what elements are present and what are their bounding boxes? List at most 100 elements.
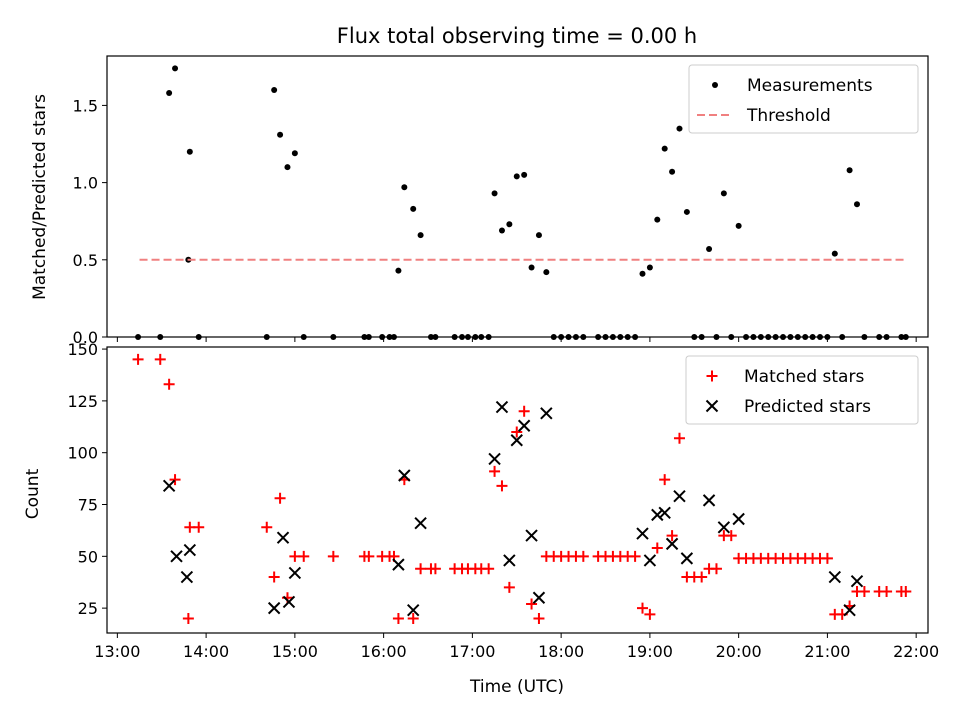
predicted-star-point	[162, 479, 176, 493]
predicted-star-point	[398, 469, 411, 482]
predicted-star-point	[732, 512, 745, 526]
matched-star-point	[268, 571, 280, 583]
measurement-point	[291, 150, 298, 157]
predicted-star-point	[276, 531, 290, 544]
matched-star-point	[132, 353, 144, 365]
bottom-x-tick-label: 13:00	[94, 642, 140, 661]
matched-star-point	[666, 530, 678, 542]
matched-star-point	[503, 581, 515, 593]
bottom-y-axis-label: Count	[23, 468, 43, 519]
predicted-star-point	[180, 570, 194, 584]
top-y-tick-label: 0.0	[73, 328, 98, 347]
predicted-star-point	[828, 570, 842, 584]
bottom-x-tick-label: 17:00	[449, 642, 495, 661]
measurement-point	[646, 264, 653, 271]
measurement-point	[271, 86, 278, 93]
measurement-point	[853, 201, 860, 208]
measurement-point	[831, 250, 838, 257]
matched-star-point	[327, 550, 339, 562]
matched-star-point	[415, 563, 427, 575]
top-chart-title: Flux total observing time = 0.00 h	[337, 24, 697, 48]
matched-star-point	[533, 612, 545, 624]
measurement-point	[543, 269, 550, 276]
measurement-point	[186, 148, 193, 155]
measurement-point	[410, 205, 417, 212]
matched-star-point	[193, 521, 205, 533]
matched-star-point	[496, 480, 508, 492]
predicted-star-point	[717, 521, 731, 534]
measurement-point	[513, 173, 520, 180]
matched-star-point	[821, 552, 833, 564]
predicted-star-point	[510, 434, 523, 447]
predicted-star-point	[532, 591, 546, 604]
matched-star-point	[526, 598, 538, 610]
matched-star-point	[900, 586, 912, 598]
measurement-point	[277, 131, 284, 138]
measurement-point	[417, 232, 424, 239]
matched-star-point	[182, 612, 194, 624]
bottom-legend-box	[685, 355, 919, 425]
measurement-point	[683, 208, 690, 215]
matched-star-point	[881, 586, 893, 598]
matched-star-point	[392, 612, 404, 624]
predicted-star-point	[680, 552, 694, 565]
matched-star-point	[725, 530, 737, 542]
predicted-star-point	[488, 452, 501, 466]
matched-star-point	[577, 550, 589, 562]
predicted-star-point	[288, 566, 302, 580]
predicted-star-point	[282, 595, 296, 609]
matched-star-point	[363, 550, 375, 562]
measurement-point	[506, 221, 513, 228]
bottom-series-1	[162, 400, 864, 617]
measurement-point	[166, 90, 173, 97]
predicted-star-point	[540, 407, 553, 420]
matched-star-point	[483, 563, 495, 575]
top-y-tick-label: 1.5	[73, 96, 98, 115]
matched-star-point	[261, 521, 273, 533]
bottom-y-tick-label: 25	[78, 599, 98, 618]
predicted-star-point	[414, 516, 427, 530]
matched-star-point	[629, 550, 641, 562]
matched-star-point	[489, 465, 501, 477]
predicted-star-point	[267, 601, 281, 615]
bottom-x-tick-label: 20:00	[716, 642, 762, 661]
predicted-star-point	[525, 529, 538, 542]
top-panel: 0.0 0.5 1.0 1.5 Measurements Threshold	[73, 55, 929, 347]
measurement-point	[669, 168, 676, 175]
predicted-star-point	[658, 506, 671, 520]
bottom-x-tick-label: 16:00	[361, 642, 407, 661]
matched-star-point	[651, 542, 663, 554]
matched-star-point	[274, 492, 286, 504]
top-axes-frame	[106, 55, 929, 338]
measurement-point	[535, 232, 542, 239]
predicted-star-point	[651, 508, 664, 522]
bottom-x-tick-label: 19:00	[627, 642, 673, 661]
measurement-point	[498, 227, 505, 234]
matched-star-point	[858, 586, 870, 598]
matched-star-point	[407, 612, 419, 624]
legend-label: Threshold	[746, 106, 831, 126]
bottom-axes-frame	[106, 346, 929, 634]
measurement-point	[654, 216, 661, 223]
top-y-tick-label: 0.5	[73, 251, 98, 270]
matched-star-point	[154, 353, 166, 365]
predicted-star-point	[643, 554, 657, 567]
top-y-axis-label: Matched/Predicted stars	[30, 94, 50, 300]
predicted-star-point	[665, 537, 679, 551]
top-y-tick-label: 1.0	[73, 174, 98, 193]
bottom-y-tick-label: 150	[67, 340, 98, 359]
measurement-point	[528, 264, 535, 271]
measurement-point	[395, 267, 402, 274]
predicted-star-point	[850, 574, 864, 588]
measurement-point	[661, 145, 668, 152]
matched-star-point	[163, 378, 175, 390]
predicted-star-point	[183, 543, 197, 557]
legend-label: Measurements	[747, 76, 873, 96]
legend-marker	[705, 399, 719, 413]
matched-star-point	[696, 571, 708, 583]
bottom-x-tick-label: 15:00	[272, 642, 318, 661]
matched-star-point	[511, 426, 523, 438]
bottom-series-0	[132, 353, 912, 624]
measurement-point	[706, 245, 713, 252]
